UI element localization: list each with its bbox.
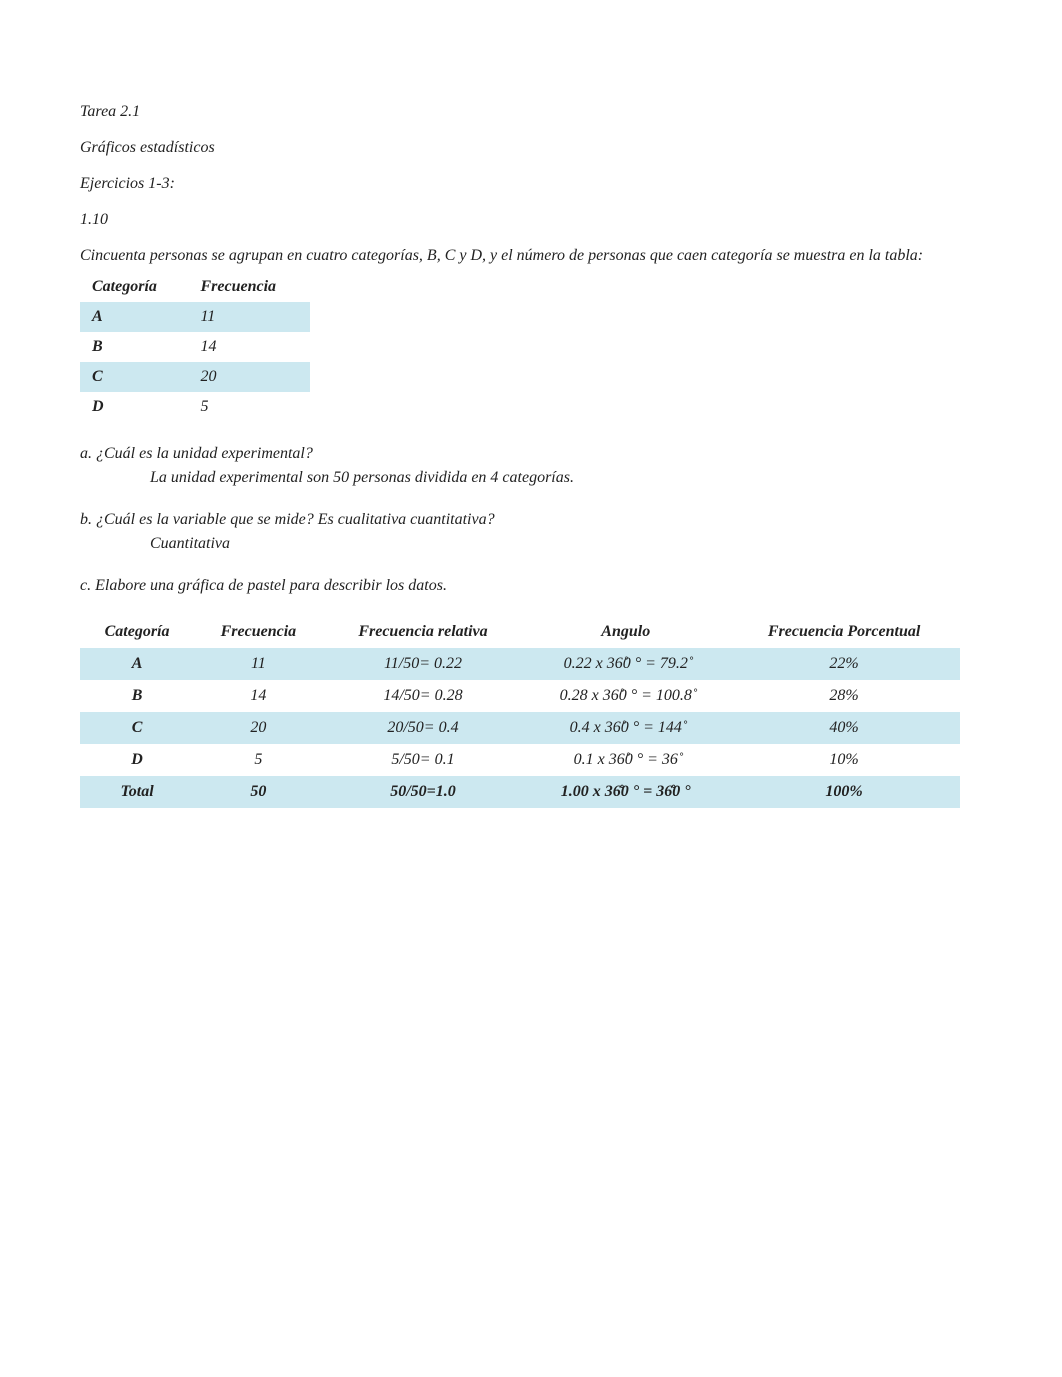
cell-frecuencia: 20 [188, 362, 310, 392]
table-row: B14 [80, 332, 310, 362]
cell-categoria: C [80, 712, 194, 744]
cell-frecuencia-porcentual: 40% [728, 712, 960, 744]
question-a: a. ¿Cuál es la unidad experimental? La u… [80, 442, 982, 490]
table-row: A1111/50= 0.220.22 x 36̊0 ° = 79.2̊22% [80, 648, 960, 680]
header-frecuencia-relativa: Frecuencia relativa [323, 616, 524, 648]
cell-frecuencia: 14 [194, 680, 322, 712]
cell-frecuencia: 11 [188, 302, 310, 332]
question-a-text: a. ¿Cuál es la unidad experimental? [80, 442, 982, 466]
cell-frecuencia-porcentual: 10% [728, 744, 960, 776]
cell-frecuencia: 5 [194, 744, 322, 776]
answer-b: Cuantitativa [150, 532, 982, 556]
table-row: D5 [80, 392, 310, 422]
question-c-text: c. Elabore una gráfica de pastel para de… [80, 574, 982, 598]
table-header-row: Categoría Frecuencia [80, 272, 310, 302]
question-b: b. ¿Cuál es la variable que se mide? Es … [80, 508, 982, 556]
computation-table: Categoría Frecuencia Frecuencia relativa… [80, 616, 960, 808]
cell-frecuencia-relativa: 11/50= 0.22 [323, 648, 524, 680]
cell-categoria: Total [80, 776, 194, 808]
cell-frecuencia-relativa: 14/50= 0.28 [323, 680, 524, 712]
cell-frecuencia: 20 [194, 712, 322, 744]
cell-categoria: B [80, 680, 194, 712]
cell-categoria: A [80, 302, 188, 332]
cell-frecuencia-porcentual: 100% [728, 776, 960, 808]
question-b-text: b. ¿Cuál es la variable que se mide? Es … [80, 508, 982, 532]
header-categoria: Categoría [80, 272, 188, 302]
exercises-label: Ejercicios 1-3: [80, 172, 982, 196]
cell-frecuencia: 14 [188, 332, 310, 362]
intro-text: Cincuenta personas se agrupan en cuatro … [80, 244, 982, 268]
cell-frecuencia: 5 [188, 392, 310, 422]
table-header-row: Categoría Frecuencia Frecuencia relativa… [80, 616, 960, 648]
header-angulo: Angulo [523, 616, 728, 648]
header-categoria: Categoría [80, 616, 194, 648]
cell-frecuencia-relativa: 50/50=1.0 [323, 776, 524, 808]
cell-angulo: 1.00 x 36̊0 ° = 36̊0 ° [523, 776, 728, 808]
header-frecuencia-porcentual: Frecuencia Porcentual [728, 616, 960, 648]
answer-a: La unidad experimental son 50 personas d… [150, 466, 982, 490]
cell-categoria: D [80, 744, 194, 776]
cell-frecuencia: 11 [194, 648, 322, 680]
cell-angulo: 0.4 x 36̊0 ° = 144̊ [523, 712, 728, 744]
cell-frecuencia-relativa: 5/50= 0.1 [323, 744, 524, 776]
table-row: C20 [80, 362, 310, 392]
cell-frecuencia-porcentual: 28% [728, 680, 960, 712]
table-row: A11 [80, 302, 310, 332]
question-c: c. Elabore una gráfica de pastel para de… [80, 574, 982, 598]
cell-categoria: C [80, 362, 188, 392]
cell-angulo: 0.1 x 36̊0 ° = 36̊ [523, 744, 728, 776]
cell-categoria: D [80, 392, 188, 422]
frequency-table: Categoría Frecuencia A11B14C20D5 [80, 272, 310, 422]
assignment-subtitle: Gráficos estadísticos [80, 136, 982, 160]
cell-angulo: 0.22 x 36̊0 ° = 79.2̊ [523, 648, 728, 680]
cell-frecuencia: 50 [194, 776, 322, 808]
table-row: D55/50= 0.10.1 x 36̊0 ° = 36̊10% [80, 744, 960, 776]
table-row: Total5050/50=1.01.00 x 36̊0 ° = 36̊0 °10… [80, 776, 960, 808]
cell-categoria: B [80, 332, 188, 362]
cell-angulo: 0.28 x 36̊0 ° = 100.8̊ [523, 680, 728, 712]
cell-frecuencia-porcentual: 22% [728, 648, 960, 680]
cell-frecuencia-relativa: 20/50= 0.4 [323, 712, 524, 744]
header-frecuencia: Frecuencia [188, 272, 310, 302]
cell-categoria: A [80, 648, 194, 680]
header-frecuencia: Frecuencia [194, 616, 322, 648]
table-row: B1414/50= 0.280.28 x 36̊0 ° = 100.8̊28% [80, 680, 960, 712]
assignment-title: Tarea 2.1 [80, 100, 982, 124]
item-number: 1.10 [80, 208, 982, 232]
table-row: C2020/50= 0.40.4 x 36̊0 ° = 144̊40% [80, 712, 960, 744]
